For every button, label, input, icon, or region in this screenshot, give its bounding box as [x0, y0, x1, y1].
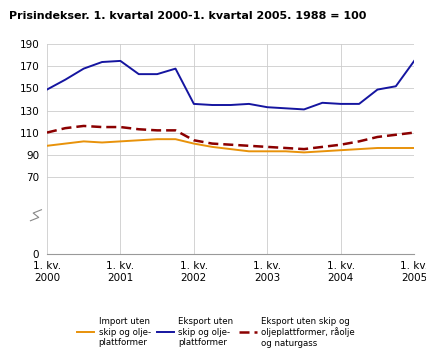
Text: Prisindekser. 1. kvartal 2000-1. kvartal 2005. 1988 = 100: Prisindekser. 1. kvartal 2000-1. kvartal… [9, 11, 365, 21]
Legend: Import uten
skip og olje-
plattformer, Eksport uten
skip og olje-
plattformer, E: Import uten skip og olje- plattformer, E… [77, 317, 354, 348]
